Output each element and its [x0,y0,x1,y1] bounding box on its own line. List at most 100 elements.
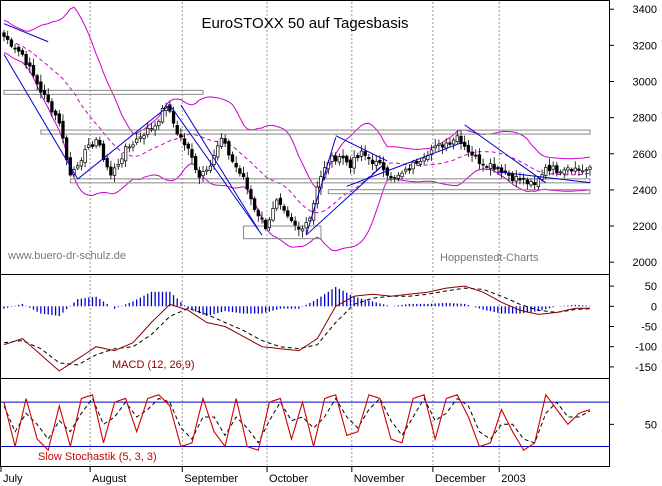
candle-body-156 [577,168,581,171]
candle-body-52 [193,156,198,170]
candle-body-67 [249,189,253,200]
candle-body-75 [278,197,283,205]
trend-line-10 [497,171,591,184]
candle-body-127 [470,151,474,156]
stoch-tick-label-50: 50 [645,419,657,431]
stoch-panel-frame [0,378,610,467]
month-label-5: December [435,473,486,485]
candle-body-155 [573,167,577,172]
price-tick-label-2400: 2400 [633,185,657,197]
stoch-label: Slow Stochastik (5, 3, 3) [38,451,157,463]
candle-body-109 [404,168,408,172]
candle-body-68 [252,198,257,211]
macd-line [3,285,590,372]
bollinger-lower-line [3,52,591,252]
watermark-right: Hoppenstedt-Charts [440,252,539,264]
candle-body-25 [94,139,98,147]
candle-body-110 [407,168,412,171]
trend-line-4 [180,104,259,230]
candle-body-20 [76,165,80,169]
candle-body-99 [367,157,371,160]
candle-body-17 [65,137,69,161]
candle-body-94 [348,159,353,168]
candle-body-91 [337,156,342,163]
candle-body-124 [459,135,463,145]
candle-body-130 [481,163,485,166]
candle-body-11 [42,89,47,95]
macd-tick-label--50: -50 [641,322,657,334]
candle-body-73 [271,208,275,221]
candle-body-7 [28,62,32,67]
price-tick-label-2800: 2800 [633,113,657,125]
price-tick-label-3200: 3200 [633,40,657,52]
candle-body-6 [24,54,28,66]
candle-body-154 [569,169,574,172]
candle-body-144 [533,182,537,186]
candle-body-143 [529,181,533,186]
candle-body-51 [190,149,194,158]
candle-body-63 [234,162,238,168]
candle-body-46 [171,110,176,124]
candle-body-117 [433,145,437,149]
month-label-4: November [354,473,405,485]
candle-body-62 [230,154,235,162]
candle-body-66 [245,177,249,190]
candle-body-151 [558,171,563,174]
macd-tick-label-50: 50 [645,281,657,293]
candle-body-59 [219,137,224,147]
candle-body-90 [334,155,338,162]
macd-tick-label-0: 0 [651,301,657,313]
candle-body-61 [227,141,231,156]
month-label-1: August [92,473,126,485]
price-layer [2,6,592,252]
candle-body-145 [536,178,541,188]
candle-body-38 [142,135,146,139]
channel-level-3 [327,189,591,195]
candle-body-15 [57,113,61,124]
trend-line-7 [335,135,388,162]
trend-line-1 [3,54,79,180]
candle-body-54 [201,171,205,176]
candle-body-128 [474,154,478,157]
axes: 2000 2200 2400 2600 2800 3000 3200 3400 -150 -100… [0,4,657,485]
month-label-6: 2003 [501,473,525,485]
candle-body-149 [551,165,555,170]
candle-body-111 [411,161,415,170]
candle-body-23 [87,144,91,148]
month-label-2: September [184,473,238,485]
macd-label: MACD (12, 26,9) [112,359,195,371]
candle-body-12 [46,94,50,103]
candle-body-112 [415,160,419,164]
candle-body-100 [370,159,375,165]
candle-body-138 [510,173,515,182]
candle-body-89 [330,155,334,162]
trend-line-5 [305,137,337,236]
candle-body-150 [555,165,559,174]
chart-title: EuroSTOXX 50 auf Tagesbasis [201,15,408,32]
candle-body-132 [488,163,493,169]
candle-body-69 [256,210,260,217]
candle-body-33 [123,146,128,162]
candle-body-3 [13,47,17,50]
candle-body-105 [389,175,393,179]
candle-body-139 [514,176,518,182]
watermark-left: www.buero-dr-schulz.de [7,250,126,262]
candle-body-28 [105,157,109,168]
candle-body-98 [363,151,367,156]
candle-body-40 [149,128,154,131]
trend-line-0 [3,23,49,43]
candle-body-31 [116,164,120,167]
candle-body-53 [197,170,201,178]
candle-body-9 [35,75,39,85]
candle-body-1 [6,35,10,40]
candle-body-34 [127,146,131,149]
candle-body-134 [496,167,500,170]
candle-body-152 [562,169,566,175]
macd-tick-label--100: -100 [635,342,657,354]
candle-body-13 [50,101,54,113]
candle-body-108 [400,172,404,178]
candle-body-78 [289,217,294,221]
moving-average-line [3,35,591,214]
trend-line-3 [169,104,263,236]
